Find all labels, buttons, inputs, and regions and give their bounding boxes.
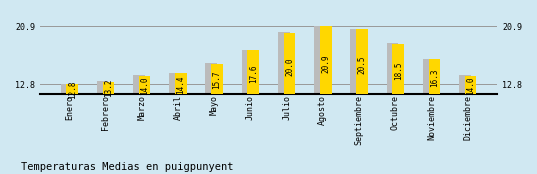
Bar	[314, 26, 326, 94]
Bar	[248, 50, 259, 94]
Text: 14.0: 14.0	[140, 76, 149, 95]
Bar	[465, 76, 476, 94]
Bar	[278, 33, 289, 94]
Bar	[242, 50, 253, 94]
Bar	[61, 84, 72, 94]
Bar	[139, 76, 150, 94]
Bar	[356, 29, 368, 94]
Bar	[103, 82, 114, 94]
Bar	[429, 59, 440, 94]
Text: 14.4: 14.4	[176, 75, 185, 94]
Bar	[133, 75, 144, 94]
Bar	[320, 26, 331, 94]
Bar	[97, 81, 108, 94]
Text: 20.0: 20.0	[285, 57, 294, 76]
Text: 18.5: 18.5	[394, 62, 403, 80]
Text: 12.8: 12.8	[68, 80, 77, 99]
Bar	[350, 29, 362, 94]
Text: 13.2: 13.2	[104, 79, 113, 97]
Bar	[206, 63, 217, 94]
Bar	[423, 59, 434, 94]
Bar	[211, 64, 223, 94]
Bar	[387, 43, 398, 94]
Text: 20.5: 20.5	[358, 56, 366, 74]
Bar	[459, 75, 470, 94]
Text: 20.9: 20.9	[321, 54, 330, 73]
Text: 16.3: 16.3	[430, 69, 439, 88]
Text: Temperaturas Medias en puigpunyent: Temperaturas Medias en puigpunyent	[21, 162, 234, 172]
Bar	[169, 73, 181, 94]
Bar	[284, 33, 295, 94]
Text: 15.7: 15.7	[213, 71, 222, 89]
Bar	[175, 73, 187, 94]
Bar	[393, 44, 404, 94]
Text: 17.6: 17.6	[249, 65, 258, 83]
Text: 14.0: 14.0	[466, 76, 475, 95]
Bar	[67, 84, 78, 94]
